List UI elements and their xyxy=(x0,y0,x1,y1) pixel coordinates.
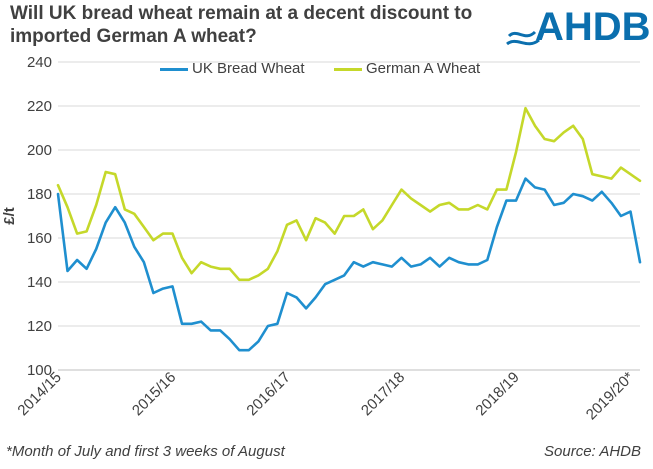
x-tick-label: 2017/18 xyxy=(358,369,408,419)
german-a-wheat-line xyxy=(56,106,642,282)
x-tick-label: 2016/17 xyxy=(243,369,293,419)
y-tick-label: 160 xyxy=(27,230,52,247)
x-tick-label: 2019/20* xyxy=(583,369,638,424)
y-tick-label: 100 xyxy=(27,362,52,379)
y-tick-label: 140 xyxy=(27,274,52,291)
legend-swatch-uk xyxy=(160,68,188,71)
logo-wave-icon xyxy=(506,30,540,46)
legend-label-german: German A Wheat xyxy=(366,60,481,77)
logo-text: AHDB xyxy=(535,5,651,49)
x-tick-label: 2015/16 xyxy=(129,369,179,419)
y-tick-label: 180 xyxy=(27,186,52,203)
y-tick-label: 120 xyxy=(27,318,52,335)
source-note: Source: AHDB xyxy=(544,443,641,460)
y-tick-label: 220 xyxy=(27,98,52,115)
legend-label-uk: UK Bread Wheat xyxy=(192,60,305,77)
legend-swatch-german xyxy=(334,68,362,71)
footnote: *Month of July and first 3 weeks of Augu… xyxy=(6,443,285,460)
chart-title: Will UK bread wheat remain at a decent d… xyxy=(10,3,473,47)
y-tick-label: 200 xyxy=(27,142,52,159)
x-tick-label: 2018/19 xyxy=(472,369,522,419)
y-axis-label: £/t xyxy=(1,207,18,225)
uk-bread-wheat-line xyxy=(56,177,642,352)
y-tick-label: 240 xyxy=(27,54,52,71)
ahdb-logo: AHDB xyxy=(505,6,651,54)
